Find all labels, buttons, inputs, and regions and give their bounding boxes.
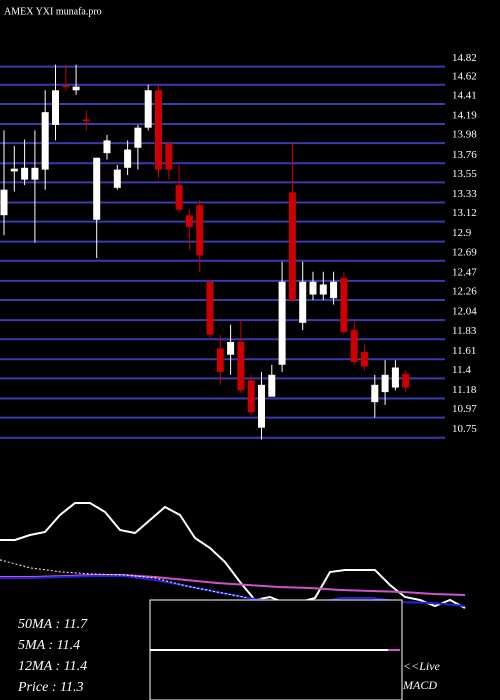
y-tick-label: 13.55 (452, 168, 477, 180)
candle-body (330, 281, 338, 299)
candle-body (175, 185, 183, 210)
candle-body (165, 143, 173, 170)
candle-body (237, 341, 245, 391)
ma-label: 12MA : 11.4 (18, 659, 87, 674)
candle-body (227, 341, 235, 355)
candle-body (196, 205, 204, 256)
y-tick-label: 12.26 (452, 286, 477, 298)
candle-body (371, 384, 379, 403)
y-tick-label: 10.75 (452, 423, 477, 435)
candle-body (62, 85, 70, 88)
y-tick-label: 14.82 (452, 52, 477, 64)
candle-body (340, 278, 348, 332)
candle-body (52, 90, 59, 125)
y-tick-label: 14.41 (452, 89, 477, 101)
y-tick-label: 12.04 (452, 306, 477, 318)
candle-body (10, 168, 18, 172)
candle-body (72, 86, 80, 91)
candle-body (21, 167, 29, 180)
candle-body (216, 348, 224, 373)
candle-body (113, 169, 121, 188)
candle-body (391, 367, 399, 388)
chart-title: AMEX YXI munafa.pro (4, 6, 102, 17)
candle-body (381, 374, 389, 393)
candle-body (185, 215, 193, 228)
y-tick-label: 13.12 (452, 207, 477, 219)
candle-body (134, 127, 142, 148)
y-tick-label: 11.4 (452, 364, 471, 376)
candle-body (402, 373, 410, 388)
y-tick-label: 11.83 (452, 325, 477, 337)
indicator-line (0, 559, 249, 599)
candle-body (93, 157, 101, 220)
live-label: <<Live (403, 659, 441, 673)
y-tick-label: 13.98 (452, 129, 477, 141)
candle-body (268, 374, 276, 397)
candle-body (319, 284, 327, 295)
candle-body (288, 192, 296, 301)
y-tick-label: 12.69 (452, 246, 477, 258)
ma-label: 50MA : 11.7 (18, 617, 88, 632)
candle-body (361, 351, 368, 367)
candle-body (350, 330, 358, 363)
candle-body (299, 281, 307, 323)
indicator-line (0, 502, 466, 609)
y-tick-label: 14.19 (452, 110, 477, 122)
candle-body (41, 112, 49, 170)
candle-body (247, 380, 255, 413)
candle-body (155, 90, 162, 170)
y-tick-label: 13.76 (452, 149, 477, 161)
candle-body (206, 281, 214, 335)
y-tick-label: 10.97 (452, 403, 477, 415)
y-tick-label: 11.61 (452, 345, 476, 357)
price-label: Price : 11.3 (17, 680, 83, 695)
ma-label: 5MA : 11.4 (18, 638, 80, 653)
y-tick-label: 14.62 (452, 70, 477, 82)
candle-body (258, 384, 265, 428)
candle-body (309, 281, 317, 295)
candle-body (0, 189, 8, 216)
candle-body (124, 149, 132, 168)
candle-body (103, 140, 111, 154)
y-tick-label: 12.47 (452, 266, 477, 278)
candle-body (82, 119, 90, 122)
y-tick-label: 13.33 (452, 188, 477, 200)
candle-body (144, 90, 152, 128)
candle-body (278, 281, 286, 365)
y-tick-label: 12.9 (452, 227, 472, 239)
candle-body (31, 167, 39, 180)
macd-label: MACD (402, 678, 437, 692)
y-tick-label: 11.18 (452, 384, 477, 396)
